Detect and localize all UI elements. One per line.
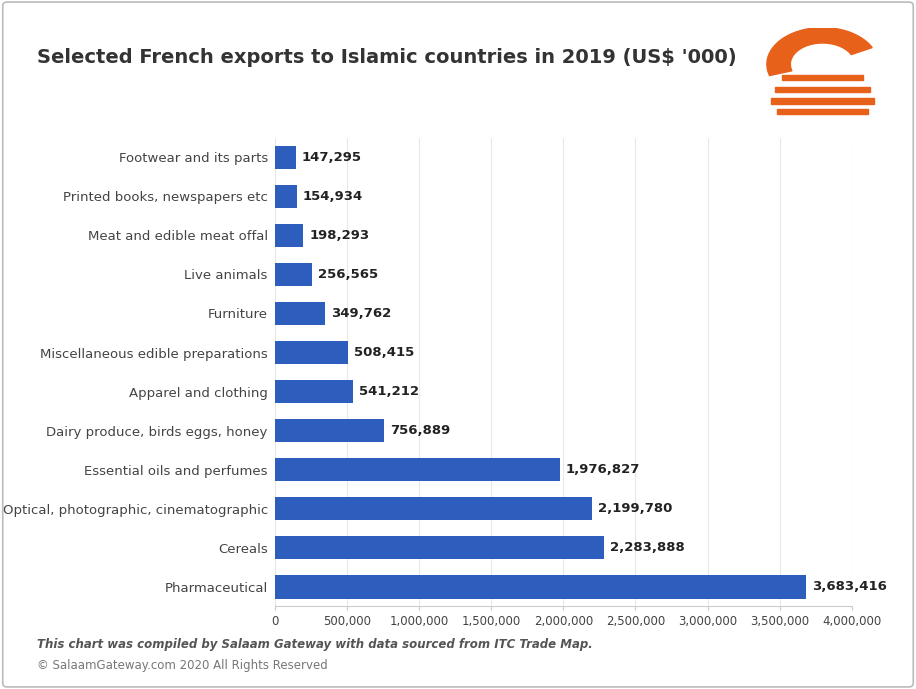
Bar — [775, 87, 870, 92]
Bar — [275, 380, 353, 403]
Polygon shape — [767, 28, 872, 76]
Text: 1,976,827: 1,976,827 — [566, 463, 640, 476]
Bar — [275, 302, 325, 325]
Text: Selected French exports to Islamic countries in 2019 (US$ '000): Selected French exports to Islamic count… — [37, 48, 736, 68]
Bar — [777, 109, 868, 114]
Bar — [275, 341, 348, 364]
Bar — [275, 497, 592, 520]
Text: 2,283,888: 2,283,888 — [610, 542, 685, 554]
Bar — [275, 536, 605, 559]
Text: 198,293: 198,293 — [310, 229, 369, 242]
Text: © SalaamGateway.com 2020 All Rights Reserved: © SalaamGateway.com 2020 All Rights Rese… — [37, 659, 327, 672]
Text: 541,212: 541,212 — [359, 385, 419, 398]
Bar — [275, 145, 296, 169]
Bar — [275, 224, 303, 247]
Bar — [275, 575, 806, 599]
Text: 349,762: 349,762 — [331, 307, 391, 320]
Text: This chart was compiled by Salaam Gateway with data sourced from ITC Trade Map.: This chart was compiled by Salaam Gatewa… — [37, 638, 593, 651]
Bar — [275, 185, 297, 208]
Bar — [275, 419, 384, 442]
Bar — [275, 263, 311, 286]
Text: 2,199,780: 2,199,780 — [598, 502, 672, 515]
Text: 147,295: 147,295 — [301, 151, 362, 164]
Text: 3,683,416: 3,683,416 — [812, 580, 887, 593]
Text: 154,934: 154,934 — [303, 190, 363, 203]
Bar — [771, 99, 874, 103]
Bar — [782, 75, 863, 81]
Text: 508,415: 508,415 — [354, 346, 414, 359]
Text: 756,889: 756,889 — [390, 424, 450, 437]
Text: 256,565: 256,565 — [318, 268, 377, 281]
Bar — [275, 458, 560, 482]
